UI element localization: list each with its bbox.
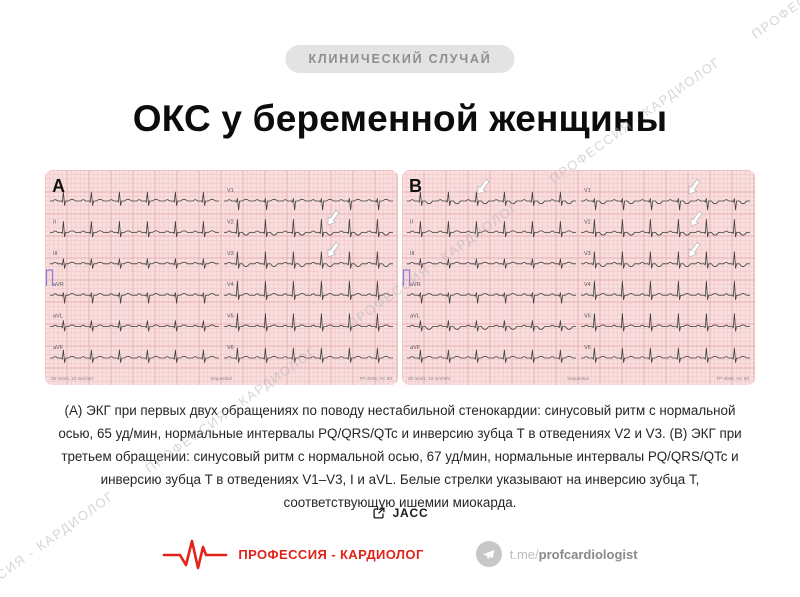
ecg-panel-label: B: [409, 176, 422, 196]
ecg-trace: [224, 219, 393, 238]
page-title: ОКС у беременной женщины: [132, 98, 668, 139]
ecg-trace: [581, 219, 750, 238]
ecg-lead-label: V5: [227, 314, 234, 320]
ecg-lead-label: V4: [584, 282, 591, 288]
ecg-panel-a: AI V1 II V2 III V3 aVR V4 aVL V5 aVF V6 25 mm/s, 10 …: [45, 170, 398, 385]
ecg-trace: [224, 280, 393, 301]
ecg-trace: [581, 347, 750, 363]
brand-logo-group: ПРОФЕССИЯ - КАРДИОЛОГ: [162, 538, 423, 570]
ecg-lead-label: V6: [227, 345, 234, 351]
ecg-lead-label: V1: [584, 188, 591, 194]
ecg-trace: [50, 221, 219, 238]
clinical-case-badge-label: КЛИНИЧЕСКИЙ СЛУЧАЙ: [308, 52, 492, 66]
ecg-trace: [581, 280, 750, 301]
calibration-mark: [45, 269, 54, 286]
ischemia-arrow-icon: [327, 210, 340, 226]
ecg-lead-label: I: [410, 188, 412, 194]
ecg-figure: A I V1 II V2 III V3 aVR V4 aVL V5 aVF V6 25 mm/s, 10 …: [45, 170, 755, 385]
telegram-prefix: t.me/: [509, 546, 539, 562]
figure-caption: (A) ЭКГ при первых двух обращениях по по…: [58, 403, 742, 511]
ecg-lead-label: II: [53, 219, 57, 225]
ecg-lead-label: V5: [584, 314, 591, 320]
ecg-trace: [50, 292, 219, 304]
ecg-trace: [50, 191, 219, 206]
ecg-trace: [407, 191, 576, 206]
ecg-trace: [50, 320, 219, 332]
ecg-lead-label: V4: [227, 282, 234, 288]
ecg-settings-text: TP-4045, AC 50: [716, 376, 749, 381]
ecg-trace: [224, 313, 393, 332]
ecg-panel-label: A: [52, 176, 65, 196]
ecg-lead-label: V2: [227, 219, 234, 225]
ecg-settings-text: TP-4045, AC 50: [359, 376, 392, 381]
heartbeat-logo-icon: [163, 539, 228, 570]
ecg-panel-b: BI V1 II V2 III V3 aVR V4 aVL V5 aVF V6 25 mm/s, 10 …: [402, 170, 755, 385]
ecg-trace: [407, 221, 576, 238]
ecg-lead-label: aVL: [53, 314, 63, 320]
ecg-trace: [581, 251, 750, 269]
ecg-lead-label: V1: [227, 188, 234, 194]
ischemia-arrow-icon: [477, 179, 490, 195]
ischemia-arrow-icon: [327, 242, 340, 258]
ecg-settings-text: Sequential: [567, 376, 589, 381]
ecg-lead-label: II: [410, 219, 414, 225]
ecg-lead-label: aVL: [410, 314, 420, 320]
ecg-settings-text: Sequential: [210, 376, 232, 381]
ecg-lead-label: V3: [584, 251, 591, 257]
telegram-link[interactable]: t.me/profcardiologist: [475, 541, 638, 567]
ecg-trace: [407, 292, 576, 304]
telegram-username: profcardiologist: [538, 546, 638, 562]
ecg-lead-label: III: [53, 251, 58, 257]
ecg-trace: [581, 313, 750, 332]
ecg-lead-label: I: [53, 188, 55, 194]
source-label: JACC: [392, 506, 429, 520]
ecg-trace: [224, 198, 393, 211]
ecg-settings-text: 25 mm/s, 10 mm/mV: [51, 376, 94, 381]
clinical-case-badge: КЛИНИЧЕСКИЙ СЛУЧАЙ: [285, 45, 515, 73]
footer: ПРОФЕССИЯ - КАРДИОЛОГ t.me/profcardiolog…: [0, 534, 800, 574]
ecg-grid-major: [402, 170, 755, 385]
ecg-lead-label: III: [410, 251, 415, 257]
ischemia-arrow-icon: [688, 179, 701, 195]
source-link[interactable]: JACC: [0, 506, 800, 520]
ecg-trace: [224, 251, 393, 269]
ecg-lead-label: aVF: [410, 345, 421, 351]
ecg-trace: [224, 347, 393, 363]
ecg-settings-text: 25 mm/s, 10 mm/mV: [408, 376, 451, 381]
ischemia-arrow-icon: [690, 211, 703, 227]
telegram-icon: [475, 541, 502, 567]
ecg-trace: [407, 349, 576, 363]
ecg-grid-major: [45, 170, 398, 385]
ecg-lead-label: V3: [227, 251, 234, 257]
ecg-lead-label: aVF: [53, 345, 64, 351]
ecg-trace: [407, 320, 576, 332]
ecg-trace: [50, 258, 219, 269]
ecg-lead-label: aVR: [53, 282, 64, 288]
ecg-trace: [50, 349, 219, 363]
paper-plane-icon: [483, 549, 495, 559]
ischemia-arrow-icon: [688, 242, 701, 258]
external-link-icon: [373, 507, 385, 519]
brand-name: ПРОФЕССИЯ - КАРДИОЛОГ: [238, 546, 424, 562]
ecg-lead-label: aVR: [410, 282, 421, 288]
ecg-trace: [581, 198, 750, 211]
ecg-lead-label: V6: [584, 345, 591, 351]
calibration-mark: [402, 269, 411, 286]
ecg-trace: [407, 258, 576, 269]
ecg-lead-label: V2: [584, 219, 591, 225]
telegram-handle: t.me/profcardiologist: [510, 547, 638, 562]
